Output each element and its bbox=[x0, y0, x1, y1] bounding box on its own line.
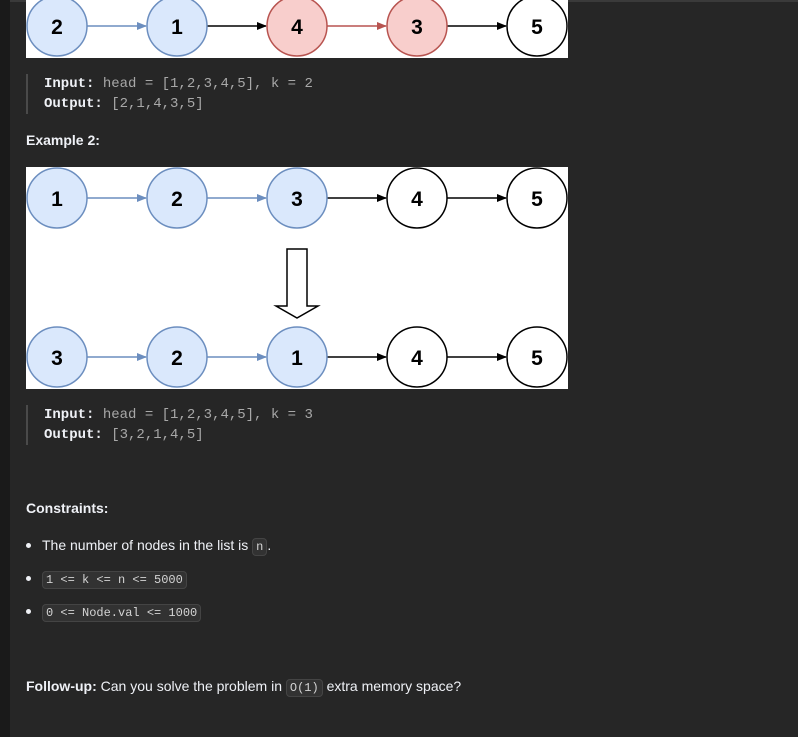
node-label: 5 bbox=[531, 16, 543, 39]
input-label: Input: bbox=[44, 76, 95, 92]
followup-text: Can you solve the problem in bbox=[96, 678, 286, 694]
node-label: 3 bbox=[51, 347, 63, 370]
node-label: 4 bbox=[411, 347, 423, 370]
example1-io: Input: head = [1,2,3,4,5], k = 2 Output:… bbox=[26, 74, 604, 114]
node-circle bbox=[146, 326, 208, 388]
node-circle bbox=[26, 0, 88, 57]
example1-diagram: 2 1 4 3 5 bbox=[26, 0, 568, 58]
example2-io: Input: head = [1,2,3,4,5], k = 3 Output:… bbox=[26, 405, 604, 445]
node-circle bbox=[266, 167, 328, 229]
constraints-heading: Constraints: bbox=[26, 500, 109, 516]
input-label: Input: bbox=[44, 407, 95, 423]
node-circle bbox=[386, 167, 448, 229]
node-label: 2 bbox=[171, 188, 183, 211]
node-circle bbox=[26, 167, 88, 229]
bullet-icon bbox=[26, 609, 31, 614]
constraint-text: The number of nodes in the list is bbox=[42, 537, 253, 553]
followup-paragraph: Follow-up: Can you solve the problem in … bbox=[26, 676, 461, 698]
example1-input-line: Input: head = [1,2,3,4,5], k = 2 bbox=[44, 74, 604, 94]
example2-diagram: 1 2 3 4 5 3 2 1 4 5 bbox=[26, 167, 568, 389]
followup-label: Follow-up: bbox=[26, 678, 97, 694]
inline-code: 1 <= k <= n <= 5000 bbox=[42, 571, 187, 589]
node-circle bbox=[26, 326, 88, 388]
list-item: 0 <= Node.val <= 1000 bbox=[26, 600, 271, 622]
node-circle bbox=[266, 326, 328, 388]
input-value: head = [1,2,3,4,5], k = 3 bbox=[94, 407, 313, 423]
constraint-suffix: . bbox=[267, 537, 272, 553]
bullet-icon bbox=[26, 576, 31, 581]
node-label: 3 bbox=[291, 188, 303, 211]
node-circle bbox=[386, 326, 448, 388]
node-circle bbox=[506, 326, 568, 388]
inline-code: O(1) bbox=[285, 679, 323, 697]
node-label: 4 bbox=[291, 16, 303, 39]
list-item: The number of nodes in the list is n. bbox=[26, 534, 271, 556]
bullet-icon bbox=[26, 543, 31, 548]
node-label: 5 bbox=[531, 347, 543, 370]
node-circle bbox=[506, 0, 568, 57]
node-circle bbox=[146, 167, 208, 229]
example2-input-line: Input: head = [1,2,3,4,5], k = 3 bbox=[44, 405, 604, 425]
down-arrow-icon bbox=[273, 248, 321, 319]
inline-code: n bbox=[252, 538, 268, 556]
output-value: [3,2,1,4,5] bbox=[102, 427, 204, 443]
node-circle bbox=[386, 0, 448, 57]
example2-output-line: Output: [3,2,1,4,5] bbox=[44, 425, 604, 445]
example1-output-line: Output: [2,1,4,3,5] bbox=[44, 94, 604, 114]
node-label: 1 bbox=[51, 188, 63, 211]
node-label: 1 bbox=[291, 347, 303, 370]
followup-text-end: extra memory space? bbox=[322, 678, 462, 694]
node-label: 3 bbox=[411, 16, 423, 39]
output-value: [2,1,4,3,5] bbox=[102, 96, 204, 112]
node-label: 2 bbox=[51, 16, 63, 39]
left-panel-edge bbox=[0, 0, 10, 737]
node-circle bbox=[146, 0, 208, 57]
constraints-list: The number of nodes in the list is n. 1 … bbox=[26, 534, 271, 633]
node-label: 4 bbox=[411, 188, 423, 211]
input-value: head = [1,2,3,4,5], k = 2 bbox=[94, 76, 313, 92]
output-label: Output: bbox=[44, 96, 103, 112]
inline-code: 0 <= Node.val <= 1000 bbox=[42, 604, 202, 622]
node-label: 5 bbox=[531, 188, 543, 211]
example2-heading: Example 2: bbox=[26, 132, 100, 148]
node-label: 2 bbox=[171, 347, 183, 370]
list-item: 1 <= k <= n <= 5000 bbox=[26, 567, 271, 589]
node-circle bbox=[266, 0, 328, 57]
output-label: Output: bbox=[44, 427, 103, 443]
node-label: 1 bbox=[171, 16, 183, 39]
node-circle bbox=[506, 167, 568, 229]
